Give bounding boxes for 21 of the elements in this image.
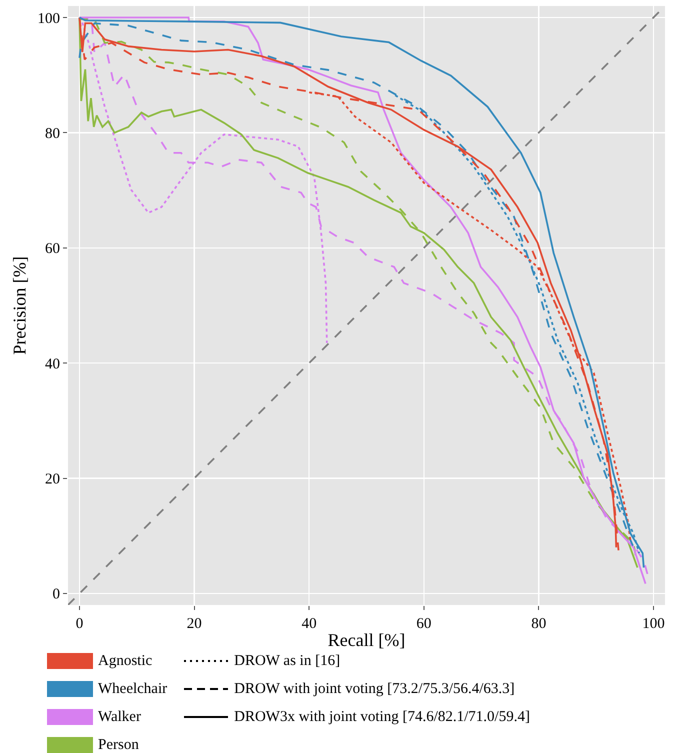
legend-label: DROW3x with joint voting [74.6/82.1/71.0/59.4] bbox=[234, 708, 530, 726]
legend-label: Person bbox=[98, 736, 139, 753]
y-tick-label: 80 bbox=[45, 126, 60, 142]
x-tick-label: 80 bbox=[531, 616, 546, 632]
legend-label: Agnostic bbox=[98, 652, 152, 670]
y-tick-label: 100 bbox=[38, 10, 60, 27]
legend-label: DROW as in [16] bbox=[234, 652, 340, 670]
legend-label: DROW with joint voting [73.2/75.3/56.4/63.3] bbox=[234, 680, 515, 698]
x-tick-label: 20 bbox=[186, 616, 202, 632]
y-tick-label: 20 bbox=[45, 472, 60, 488]
x-axis-title: Recall [%] bbox=[328, 630, 406, 650]
y-tick-label: 40 bbox=[45, 356, 60, 372]
y-tick-label: 60 bbox=[45, 241, 60, 258]
x-tick-label: 100 bbox=[642, 616, 665, 632]
y-tick-label: 0 bbox=[52, 586, 60, 603]
legend-label: Walker bbox=[98, 708, 141, 726]
x-tick-label: 40 bbox=[302, 616, 317, 632]
y-axis-title: Precision [%] bbox=[10, 256, 30, 355]
x-tick-label: 0 bbox=[76, 616, 84, 632]
legend-label: Wheelchair bbox=[98, 680, 168, 698]
x-tick-label: 60 bbox=[416, 616, 432, 632]
